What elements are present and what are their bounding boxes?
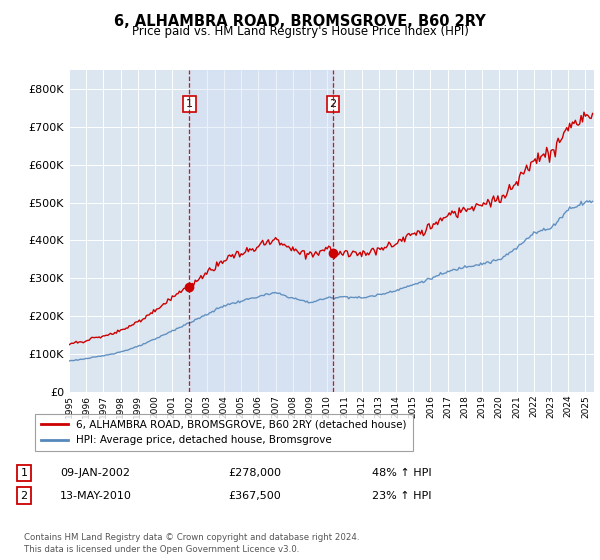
Text: £278,000: £278,000 [228, 468, 281, 478]
Text: 1: 1 [20, 468, 28, 478]
Text: £367,500: £367,500 [228, 491, 281, 501]
Text: Price paid vs. HM Land Registry's House Price Index (HPI): Price paid vs. HM Land Registry's House … [131, 25, 469, 38]
Text: 23% ↑ HPI: 23% ↑ HPI [372, 491, 431, 501]
Text: 13-MAY-2010: 13-MAY-2010 [60, 491, 132, 501]
Bar [190, 70, 333, 392]
Text: 1: 1 [186, 99, 193, 109]
Text: 09-JAN-2002: 09-JAN-2002 [60, 468, 130, 478]
Text: 48% ↑ HPI: 48% ↑ HPI [372, 468, 431, 478]
Text: 6, ALHAMBRA ROAD, BROMSGROVE, B60 2RY: 6, ALHAMBRA ROAD, BROMSGROVE, B60 2RY [114, 14, 486, 29]
Text: Contains HM Land Registry data © Crown copyright and database right 2024.
This d: Contains HM Land Registry data © Crown c… [24, 533, 359, 554]
Legend: 6, ALHAMBRA ROAD, BROMSGROVE, B60 2RY (detached house), HPI: Average price, deta: 6, ALHAMBRA ROAD, BROMSGROVE, B60 2RY (d… [35, 414, 413, 451]
Text: 2: 2 [20, 491, 28, 501]
Text: 2: 2 [329, 99, 337, 109]
